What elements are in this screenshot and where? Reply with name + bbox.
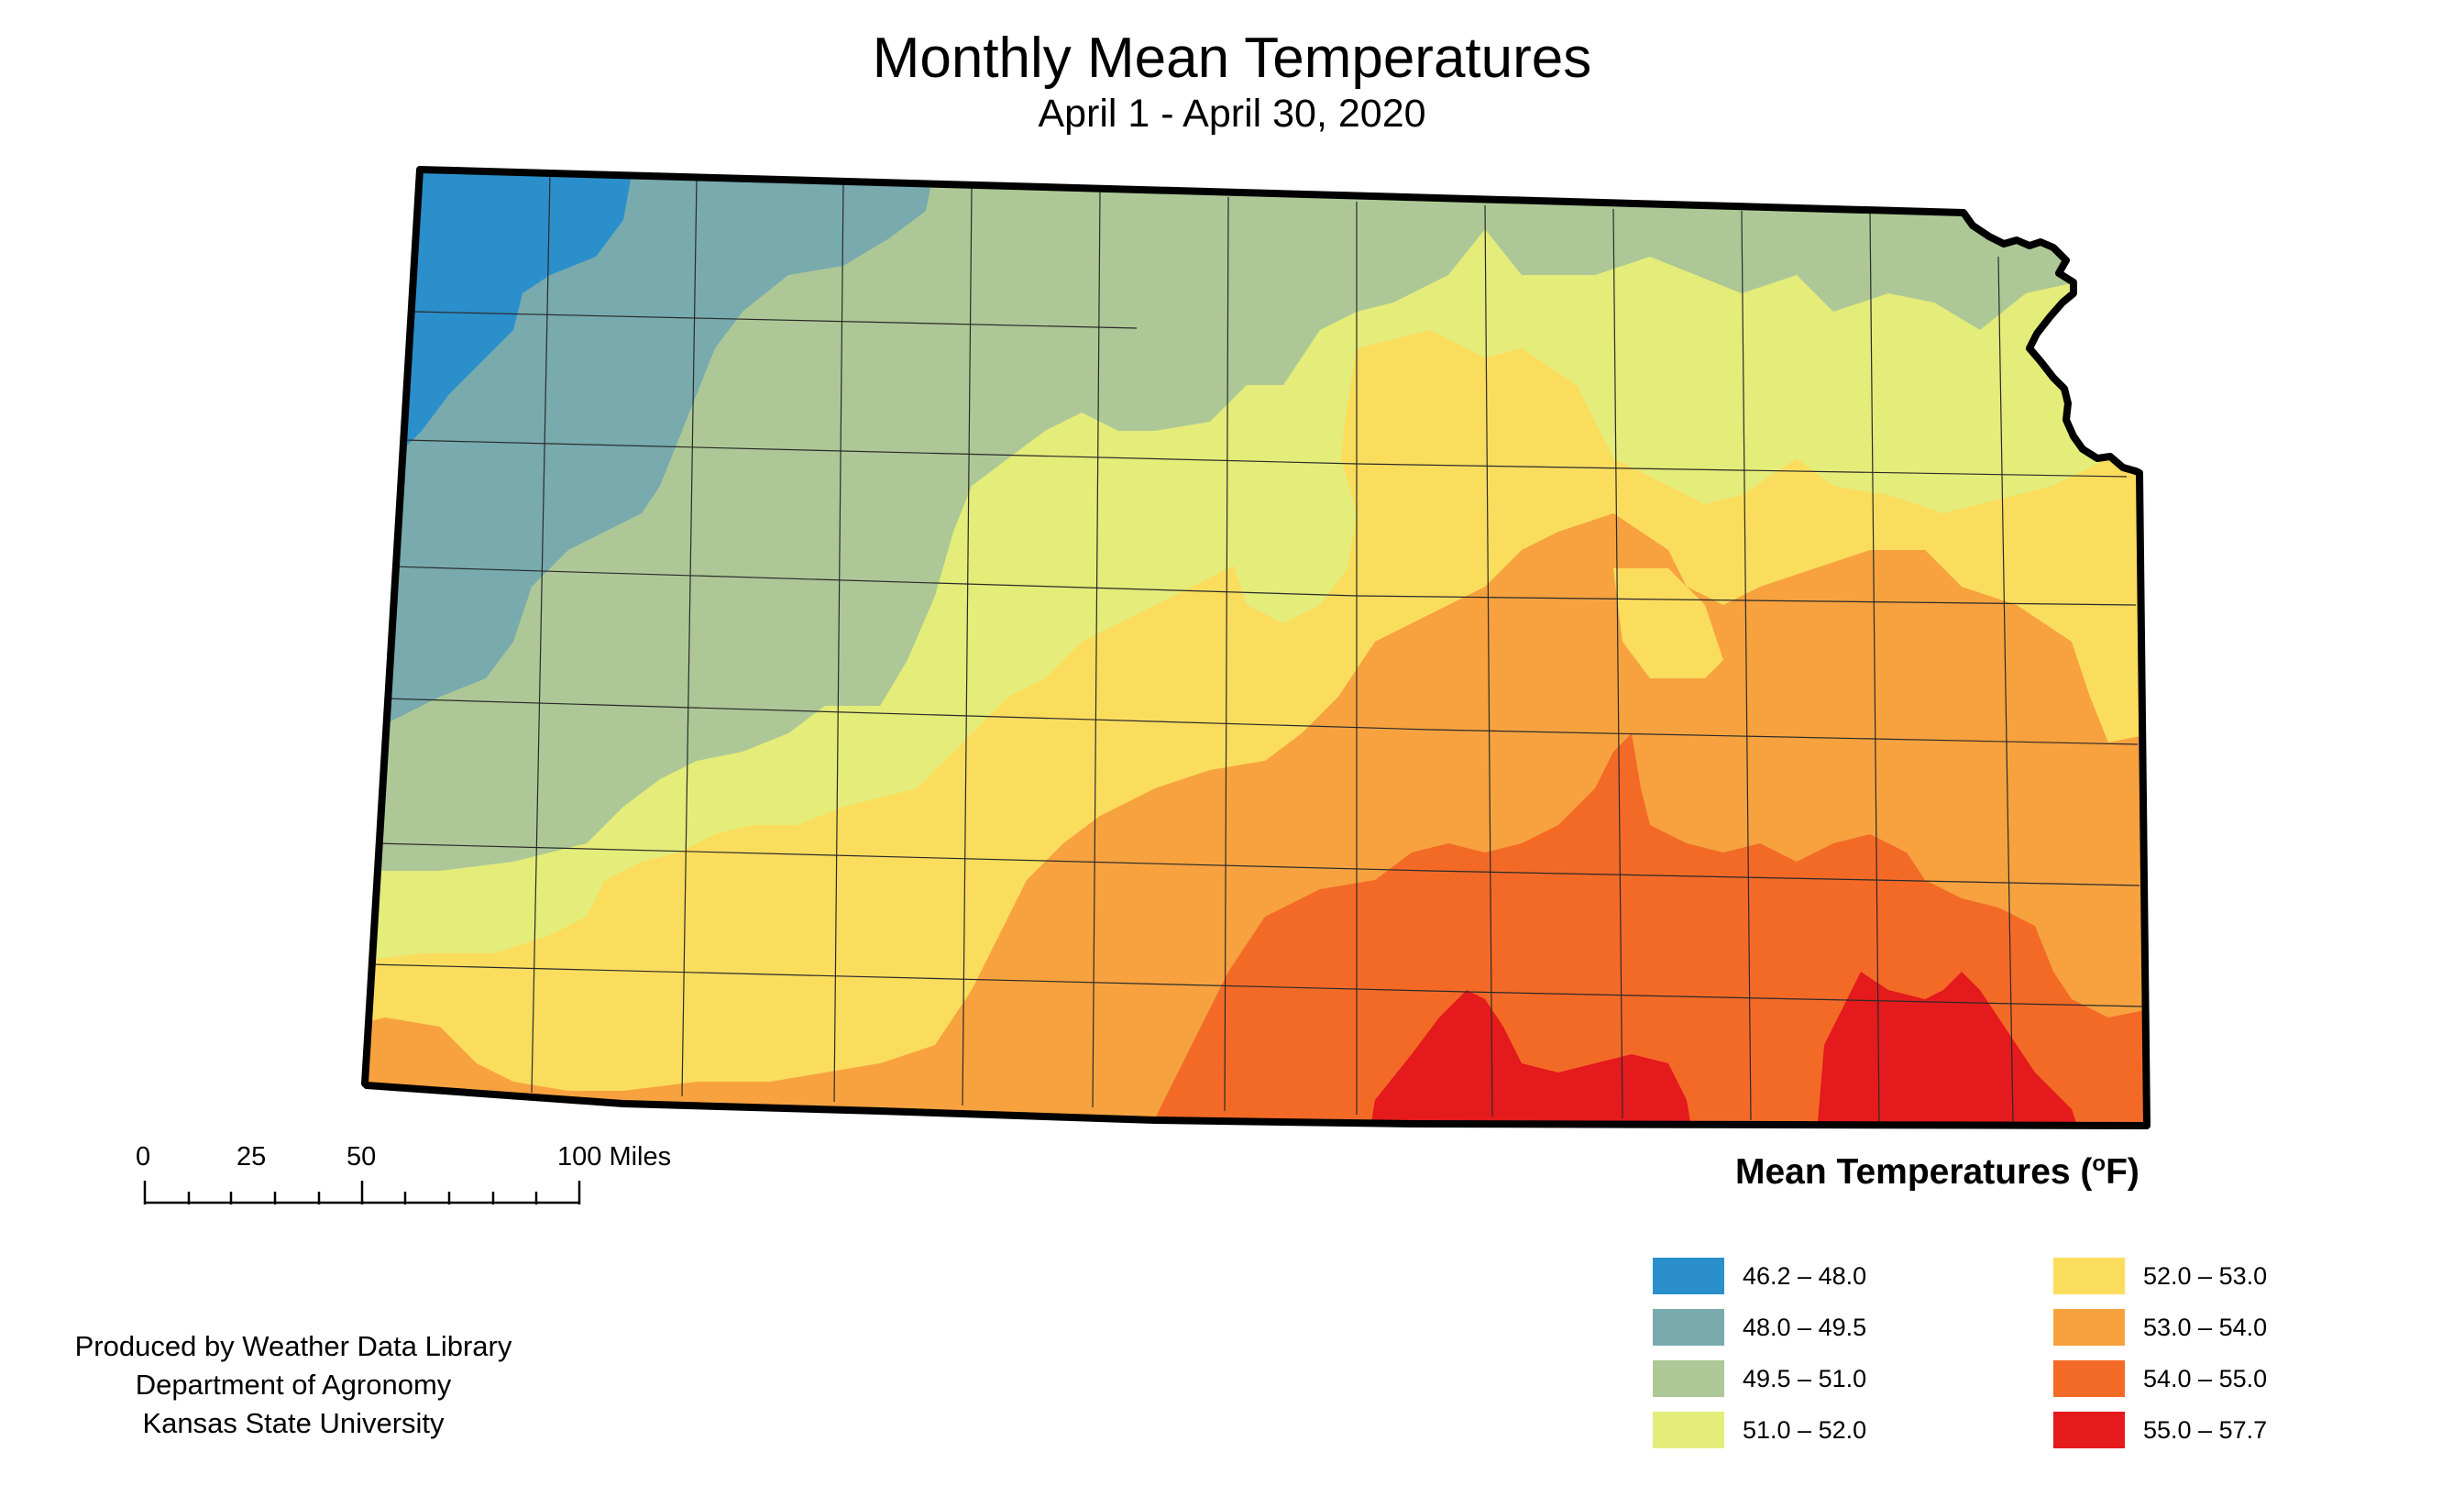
scale-label-100: 100 Miles: [557, 1142, 672, 1172]
credit-line: Department of Agronomy: [135, 1369, 452, 1401]
zone-52-53-pocket: [1613, 568, 1723, 678]
zone-55-57.7-a: [1366, 990, 1696, 1126]
legend-item: 52.0 – 53.0: [2053, 1256, 2267, 1296]
legend-item: 51.0 – 52.0: [1653, 1410, 1866, 1450]
legend-swatch: [2053, 1412, 2125, 1448]
legend-item: 55.0 – 57.7: [2053, 1410, 2267, 1450]
legend-item: 48.0 – 49.5: [1653, 1307, 1866, 1348]
legend-swatch: [1653, 1360, 1724, 1397]
legend-item: 53.0 – 54.0: [2053, 1307, 2267, 1348]
credit-line: Produced by Weather Data Library: [74, 1330, 512, 1362]
legend-label: 55.0 – 57.7: [2143, 1415, 2268, 1444]
temperature-zones: [365, 170, 2147, 1126]
legend-swatch: [1653, 1258, 1724, 1294]
scale-label-0: 0: [136, 1142, 151, 1172]
credits: Produced by Weather Data Library Departm…: [55, 1327, 532, 1443]
legend-label: 51.0 – 52.0: [1743, 1415, 1867, 1444]
county-boundaries: [368, 173, 2144, 1125]
scale-label-50: 50: [346, 1142, 377, 1172]
legend-title: Mean Temperatures (oF): [1735, 1151, 2140, 1192]
zone-51-52-ne: [1641, 339, 2072, 486]
legend-swatch: [2053, 1360, 2125, 1397]
legend-label: 46.2 – 48.0: [1743, 1261, 1867, 1290]
legend-label: 48.0 – 49.5: [1743, 1313, 1867, 1341]
legend-swatch: [1653, 1412, 1724, 1448]
credit-line: Kansas State University: [142, 1407, 445, 1439]
map-title: Monthly Mean Temperatures: [872, 27, 1592, 90]
legend-item: 54.0 – 55.0: [2053, 1358, 2267, 1399]
legend-label: 49.5 – 51.0: [1743, 1364, 1867, 1392]
kansas-state-outline: [361, 166, 2150, 1129]
zone-55-57.7-b: [1815, 972, 2090, 1126]
scale-label-25: 25: [236, 1142, 267, 1172]
scale-bar: [143, 1181, 581, 1204]
legend-item: 49.5 – 51.0: [1653, 1358, 1866, 1399]
legend-label: 52.0 – 53.0: [2143, 1261, 2268, 1290]
zone-51-52-central: [1228, 440, 1357, 623]
map-subtitle: April 1 - April 30, 2020: [1038, 92, 1426, 136]
legend-swatch: [2053, 1309, 2125, 1346]
legend-swatch: [2053, 1258, 2125, 1294]
legend-swatch: [1653, 1309, 1724, 1346]
legend-item: 46.2 – 48.0: [1653, 1256, 1866, 1296]
legend-label: 53.0 – 54.0: [2143, 1313, 2268, 1341]
zone-49.5-51: [365, 170, 2108, 871]
legend-label: 54.0 – 55.0: [2143, 1364, 2268, 1392]
